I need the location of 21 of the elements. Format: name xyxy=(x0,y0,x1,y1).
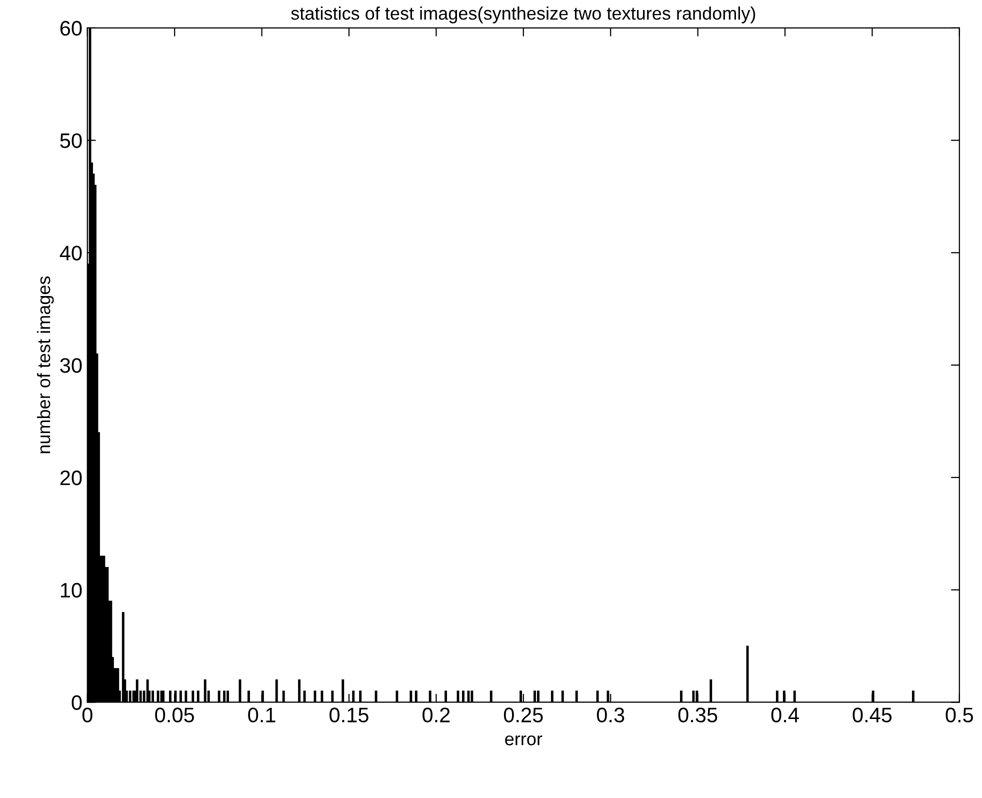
x-tick-label: 0.1 xyxy=(248,708,276,722)
y-tick-label: 60 xyxy=(60,20,82,36)
x-tick-label: 0 xyxy=(82,708,92,722)
y-axis-title: number of test images xyxy=(36,276,54,454)
x-tick-label: 0.35 xyxy=(678,708,718,722)
y-tick-label: 30 xyxy=(60,358,82,373)
y-tick-label: 20 xyxy=(60,470,82,486)
y-tick-label: 10 xyxy=(60,582,82,598)
x-tick-label: 0.05 xyxy=(155,708,194,722)
x-tick-label: 0.5 xyxy=(946,708,974,722)
y-tick-label: 40 xyxy=(60,246,82,260)
chart-title: statistics of test images(synthesize two textures randomly) xyxy=(291,6,756,24)
y-tick-label: 0 xyxy=(72,695,82,710)
x-tick-label: 0.45 xyxy=(852,708,892,722)
x-tick-label: 0.25 xyxy=(504,708,543,722)
x-tick-label: 0.15 xyxy=(330,708,368,722)
x-tick-label: 0.3 xyxy=(596,708,624,722)
x-tick-label: 0.2 xyxy=(422,708,450,722)
y-tick-label: 50 xyxy=(60,133,82,148)
x-tick-label: 0.4 xyxy=(771,708,799,722)
x-axis-title: error xyxy=(505,735,542,746)
